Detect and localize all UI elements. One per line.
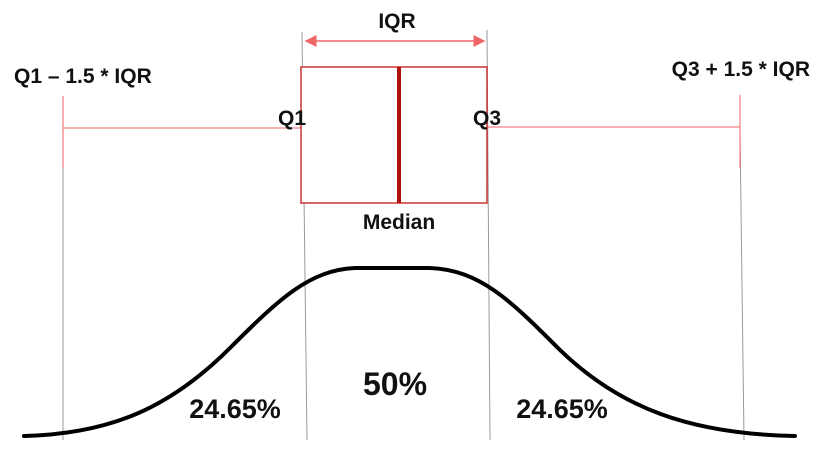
guide-upper-fence (739, 129, 745, 441)
left-tail-percent: 24.65% (189, 394, 281, 424)
center-percent: 50% (363, 366, 427, 402)
q3-label: Q3 (473, 107, 501, 130)
median-label: Median (363, 211, 435, 234)
right-tail-percent: 24.65% (516, 394, 608, 424)
normal-curve (22, 266, 797, 438)
upper-fence-label: Q3 + 1.5 * IQR (672, 58, 810, 81)
q1-label: Q1 (278, 107, 306, 130)
lower-fence-label: Q1 – 1.5 * IQR (14, 65, 152, 88)
iqr-label: IQR (378, 10, 415, 33)
whiskers (62, 95, 741, 168)
iqr-box (300, 66, 488, 204)
